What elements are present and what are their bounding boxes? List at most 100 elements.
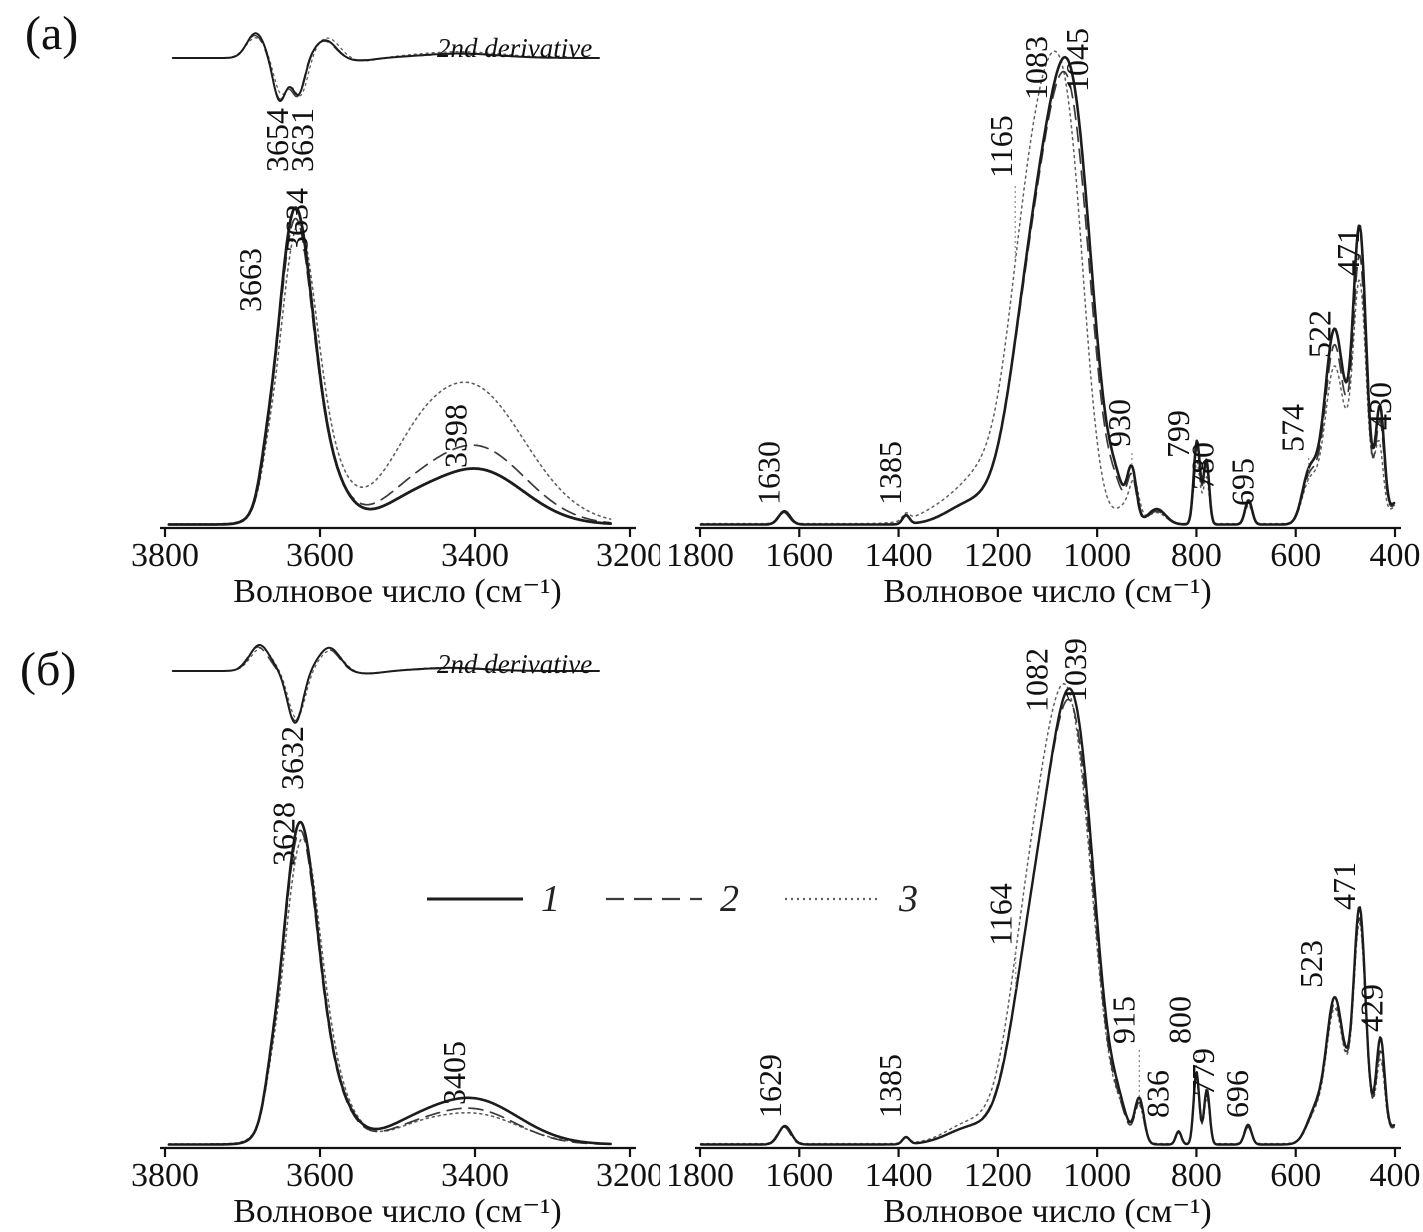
peak-label-group-523: 523 — [1293, 940, 1329, 988]
peak-label-915: 915 — [1105, 996, 1141, 1044]
peak-label-group-1165: 1165 — [983, 115, 1019, 178]
peak-label-695: 695 — [1225, 458, 1261, 506]
x-axis-title: Волновое число (см⁻¹) — [233, 573, 561, 610]
peak-label-780: 780 — [1184, 442, 1220, 490]
peak-label-group-1039: 1039 — [1057, 638, 1093, 702]
legend-label-2: 2 — [720, 878, 739, 920]
peak-label-574: 574 — [1275, 404, 1311, 452]
chart-panel-a-fingerprint-region: 1800 1600 1400 1200 1000 800 600 400 Волновое чи… — [666, 28, 1421, 610]
peak-label-group-1385: 1385 — [872, 441, 908, 505]
peak-label-471: 471 — [1330, 228, 1366, 276]
panel-b-label: (б) — [20, 643, 77, 696]
second-derivative-label: 2nd derivative — [437, 649, 592, 679]
peak-label-3663: 3663 — [232, 248, 268, 312]
peak-label-group-779: 779 — [1185, 1048, 1221, 1096]
peak-label-group-930: 930 — [1101, 399, 1137, 447]
peak-label-836: 836 — [1140, 1070, 1176, 1118]
peak-label-1385: 1385 — [872, 441, 908, 505]
spectrum-curve-1 — [699, 687, 1396, 1146]
x-tick-label-1600: 1600 — [765, 537, 833, 574]
chart-panel-a-hydroxyl-region: 3800 3600 3400 3200 Волновое число (см⁻¹) 2nd… — [131, 32, 660, 610]
peak-label-group-799: 799 — [1160, 410, 1196, 458]
peak-label-group-1164: 1164 — [983, 883, 1019, 946]
second-derivative-label: 2nd derivative — [437, 33, 592, 63]
peak-label-group-522: 522 — [1301, 310, 1337, 358]
peak-label-group-3631: 3631 — [284, 108, 320, 172]
x-tick-label-3400: 3400 — [441, 1157, 509, 1194]
x-tick-label-3400: 3400 — [441, 537, 509, 574]
spectrum-curve-1 — [167, 820, 612, 1146]
x-tick-label-3800: 3800 — [131, 537, 199, 574]
legend-item-3: 3 — [783, 880, 918, 918]
x-tick-label-600: 600 — [1270, 1157, 1321, 1194]
spectrum-curve-3 — [700, 50, 1395, 525]
series-legend: 1 2 3 — [425, 880, 918, 918]
x-tick-label-3600: 3600 — [286, 537, 354, 574]
peak-label-3632: 3632 — [274, 726, 310, 790]
peak-label-group-3628: 3628 — [265, 802, 301, 866]
x-tick-label-1200: 1200 — [964, 537, 1032, 574]
x-tick-label-1000: 1000 — [1063, 537, 1131, 574]
peak-label-group-1630: 1630 — [750, 441, 786, 505]
peak-label-group-1385: 1385 — [872, 1054, 908, 1118]
x-tick-label-1400: 1400 — [865, 1157, 933, 1194]
peak-label-1165: 1165 — [983, 115, 1019, 178]
x-tick-label-1400: 1400 — [865, 537, 933, 574]
second-derivative-curve-1 — [171, 644, 600, 724]
x-axis-title: Волновое число (см⁻¹) — [233, 1193, 561, 1230]
legend-label-1: 1 — [541, 878, 560, 920]
peak-label-group-1045: 1045 — [1059, 28, 1095, 92]
peak-label-696: 696 — [1219, 1070, 1255, 1118]
peak-label-3631: 3631 — [284, 108, 320, 172]
peak-label-1082: 1082 — [1018, 648, 1054, 712]
peak-label-group-1629: 1629 — [752, 1054, 788, 1118]
peak-label-group-430: 430 — [1362, 382, 1398, 430]
peak-label-430: 430 — [1362, 382, 1398, 430]
peak-label-3405: 3405 — [436, 1041, 472, 1105]
peak-label-group-3398: 3398 — [438, 404, 474, 468]
legend-line-solid — [427, 897, 523, 901]
peak-label-1630: 1630 — [750, 441, 786, 505]
x-tick-label-1800: 1800 — [666, 1157, 734, 1194]
legend-line-dotted — [785, 897, 881, 901]
x-axis-title: Волновое число (см⁻¹) — [883, 1193, 1211, 1230]
x-tick-label-800: 800 — [1171, 537, 1222, 574]
legend-item-2: 2 — [604, 880, 739, 918]
peak-label-1045: 1045 — [1059, 28, 1095, 92]
x-tick-label-1200: 1200 — [964, 1157, 1032, 1194]
peak-label-930: 930 — [1101, 399, 1137, 447]
x-tick-label-3800: 3800 — [131, 1157, 199, 1194]
peak-label-1083: 1083 — [1018, 36, 1054, 100]
peak-label-group-3634: 3634 — [279, 188, 315, 252]
x-tick-label-800: 800 — [1171, 1157, 1222, 1194]
peak-label-3654: 3654 — [259, 108, 295, 172]
peak-label-800: 800 — [1161, 996, 1197, 1044]
peak-label-group-3405: 3405 — [436, 1041, 472, 1105]
spectrum-curve-1 — [699, 55, 1396, 526]
peak-label-group-695: 695 — [1225, 458, 1261, 506]
spectrum-curve-1 — [167, 206, 612, 526]
peak-label-group-471: 471 — [1330, 228, 1366, 276]
x-tick-label-1600: 1600 — [765, 1157, 833, 1194]
x-tick-label-400: 400 — [1370, 1157, 1421, 1194]
peak-label-group-3632: 3632 — [274, 726, 310, 790]
peak-label-group-780: 780 — [1184, 442, 1220, 490]
peak-label-522: 522 — [1301, 310, 1337, 358]
spectrum-curve-2 — [700, 70, 1395, 526]
peak-label-group-1082: 1082 — [1018, 648, 1054, 712]
x-tick-label-600: 600 — [1270, 537, 1321, 574]
legend-label-3: 3 — [899, 878, 918, 920]
peak-label-3628: 3628 — [265, 802, 301, 866]
peak-label-3398: 3398 — [438, 404, 474, 468]
x-tick-label-400: 400 — [1370, 537, 1421, 574]
peak-label-1385: 1385 — [872, 1054, 908, 1118]
chart-panel-b-fingerprint-region: 1800 1600 1400 1200 1000 800 600 400 Волновое чи… — [666, 638, 1421, 1230]
peak-label-group-574: 574 — [1275, 404, 1311, 452]
x-tick-label-3200: 3200 — [596, 537, 660, 574]
peak-label-1039: 1039 — [1057, 638, 1093, 702]
peak-label-3634: 3634 — [279, 188, 315, 252]
legend-line-dashed — [606, 897, 702, 901]
peak-label-group-836: 836 — [1140, 1070, 1176, 1118]
panel-a-label: (а) — [25, 7, 79, 60]
